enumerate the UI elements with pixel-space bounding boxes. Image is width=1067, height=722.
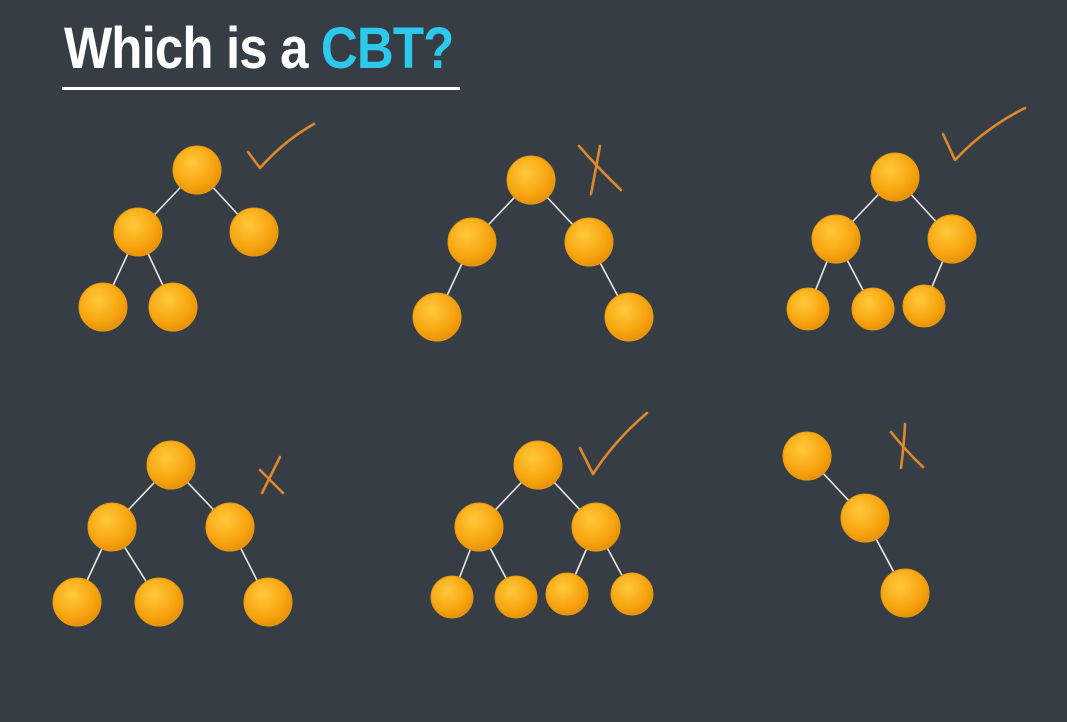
tree-node [134, 577, 184, 627]
tree-node [927, 214, 977, 264]
tree-node [412, 292, 462, 342]
tree-node [78, 282, 128, 332]
cross-mark-icon [889, 422, 925, 470]
tree-node [172, 145, 222, 195]
tree-1 [78, 122, 316, 332]
cross-mark-icon [258, 455, 285, 495]
tree-node [571, 502, 621, 552]
title-underline [62, 87, 460, 90]
tree-node [148, 282, 198, 332]
tree-node [870, 152, 920, 202]
tree-5 [430, 411, 654, 619]
tree-node [811, 214, 861, 264]
cross-mark-icon [577, 144, 623, 196]
slide-title: Which is a CBT? [64, 14, 454, 84]
tree-node [610, 572, 654, 616]
check-mark-icon [578, 411, 649, 476]
tree-node [243, 577, 293, 627]
tree-node [902, 284, 946, 328]
tree-node [430, 575, 474, 619]
tree-node [880, 568, 930, 618]
check-mark-icon [941, 106, 1027, 162]
tree-node [786, 287, 830, 331]
tree-node [113, 207, 163, 257]
tree-node [87, 502, 137, 552]
title-prefix: Which is a [64, 16, 321, 81]
tree-node [545, 572, 589, 616]
tree-node [604, 292, 654, 342]
tree-node [840, 493, 890, 543]
tree-node [146, 440, 196, 490]
tree-node [513, 440, 563, 490]
tree-6 [782, 422, 930, 618]
tree-node [564, 217, 614, 267]
tree-node [506, 155, 556, 205]
tree-node [851, 287, 895, 331]
title-accent: CBT? [320, 16, 454, 81]
tree-4 [52, 440, 293, 627]
tree-3 [786, 106, 1027, 331]
tree-node [447, 217, 497, 267]
tree-node [52, 577, 102, 627]
tree-node [205, 502, 255, 552]
tree-2 [412, 144, 654, 342]
tree-node [782, 431, 832, 481]
tree-node [454, 502, 504, 552]
check-mark-icon [246, 122, 316, 170]
tree-node [229, 207, 279, 257]
tree-node [494, 575, 538, 619]
